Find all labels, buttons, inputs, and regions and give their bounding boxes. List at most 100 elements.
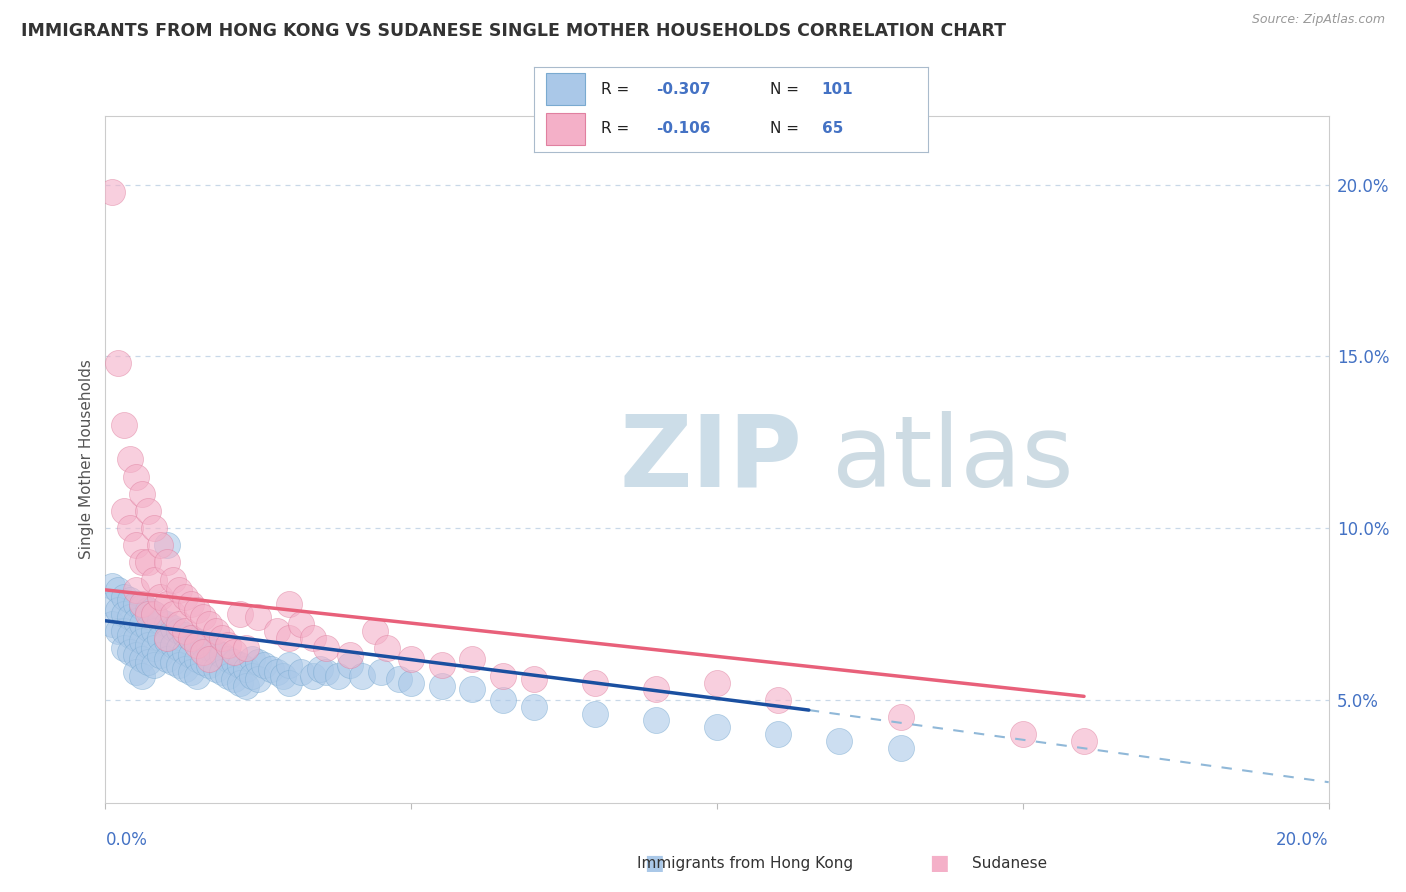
Text: N =: N =: [770, 82, 800, 97]
Point: [155, 631, 177, 645]
Bar: [546, 112, 585, 145]
Text: -0.106: -0.106: [657, 121, 711, 136]
Text: Sudanese: Sudanese: [972, 856, 1047, 871]
Point: [186, 634, 208, 648]
Text: ZIP: ZIP: [619, 411, 801, 508]
Point: [290, 617, 312, 632]
Point: [118, 645, 141, 659]
Point: [211, 665, 233, 680]
Point: [889, 740, 911, 755]
Point: [131, 600, 153, 615]
Text: 20.0%: 20.0%: [1277, 831, 1329, 849]
Bar: [546, 73, 585, 105]
Point: [155, 538, 177, 552]
Point: [136, 655, 159, 669]
Point: [174, 662, 197, 676]
Point: [118, 452, 141, 467]
Point: [706, 720, 728, 734]
Point: [706, 675, 728, 690]
Point: [266, 665, 288, 680]
Point: [302, 669, 325, 683]
Point: [828, 734, 851, 748]
Point: [222, 655, 245, 669]
Point: [186, 603, 208, 617]
Point: [143, 607, 166, 621]
Point: [149, 614, 172, 628]
Point: [112, 607, 135, 621]
Point: [240, 651, 263, 665]
Point: [174, 627, 197, 641]
Point: [143, 624, 166, 639]
Point: [112, 641, 135, 656]
Point: [180, 631, 202, 645]
Point: [167, 641, 190, 656]
Point: [768, 727, 790, 741]
Point: [193, 645, 215, 659]
Point: [370, 665, 392, 680]
Text: 101: 101: [821, 82, 853, 97]
Point: [112, 624, 135, 639]
Text: ■: ■: [644, 854, 664, 873]
Point: [193, 655, 215, 669]
Point: [118, 610, 141, 624]
Point: [193, 610, 215, 624]
Text: R =: R =: [602, 121, 630, 136]
Point: [136, 621, 159, 635]
Point: [107, 603, 129, 617]
Point: [240, 669, 263, 683]
Point: [162, 607, 184, 621]
Point: [125, 597, 148, 611]
Point: [136, 603, 159, 617]
Point: [155, 651, 177, 665]
Point: [125, 469, 148, 483]
Point: [131, 555, 153, 570]
Point: [217, 669, 239, 683]
Point: [149, 631, 172, 645]
Point: [198, 641, 221, 656]
Point: [235, 679, 257, 693]
Text: 0.0%: 0.0%: [105, 831, 148, 849]
Point: [180, 648, 202, 662]
Point: [204, 624, 226, 639]
Point: [107, 356, 129, 370]
Point: [277, 675, 299, 690]
Point: [143, 607, 166, 621]
Text: IMMIGRANTS FROM HONG KONG VS SUDANESE SINGLE MOTHER HOUSEHOLDS CORRELATION CHART: IMMIGRANTS FROM HONG KONG VS SUDANESE SI…: [21, 22, 1007, 40]
Point: [266, 624, 288, 639]
Point: [430, 679, 453, 693]
Point: [125, 614, 148, 628]
Point: [308, 662, 330, 676]
Point: [155, 634, 177, 648]
Point: [388, 672, 411, 686]
Point: [155, 555, 177, 570]
Point: [131, 487, 153, 501]
Y-axis label: Single Mother Households: Single Mother Households: [79, 359, 94, 559]
Point: [136, 555, 159, 570]
Point: [339, 648, 361, 662]
Point: [644, 682, 666, 697]
Point: [107, 582, 129, 597]
Point: [492, 669, 515, 683]
Point: [302, 631, 325, 645]
Point: [229, 675, 252, 690]
Point: [125, 648, 148, 662]
Text: atlas: atlas: [832, 411, 1074, 508]
Point: [125, 538, 148, 552]
Point: [326, 669, 349, 683]
Point: [162, 621, 184, 635]
Text: Immigrants from Hong Kong: Immigrants from Hong Kong: [637, 856, 853, 871]
Point: [583, 675, 606, 690]
Point: [1011, 727, 1033, 741]
Point: [125, 582, 148, 597]
Point: [131, 634, 153, 648]
Point: [271, 669, 294, 683]
Point: [198, 617, 221, 632]
Point: [247, 610, 270, 624]
Point: [107, 624, 129, 639]
Point: [131, 597, 153, 611]
Text: 65: 65: [821, 121, 844, 136]
Point: [186, 638, 208, 652]
Point: [143, 641, 166, 656]
Point: [180, 631, 202, 645]
Point: [100, 597, 122, 611]
